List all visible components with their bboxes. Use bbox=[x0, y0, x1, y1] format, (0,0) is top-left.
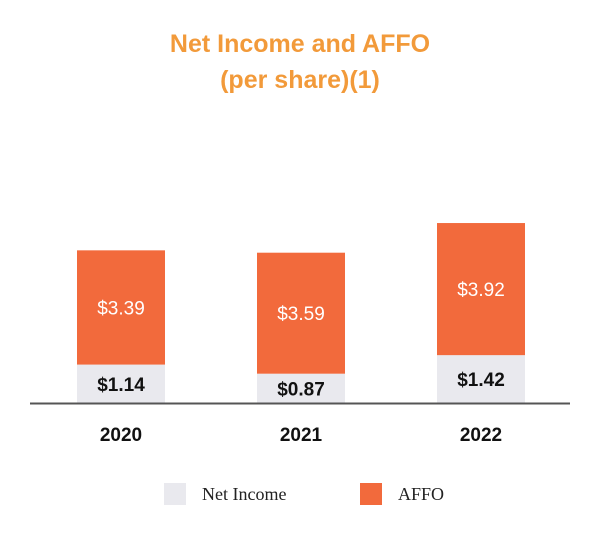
data-label-net-income-2021: $0.87 bbox=[277, 379, 325, 400]
data-label-affo-2022: $3.92 bbox=[457, 280, 505, 301]
x-tick-label-2020: 2020 bbox=[100, 425, 142, 446]
bar-net-income-2021 bbox=[257, 373, 345, 403]
x-tick-label-2022: 2022 bbox=[460, 425, 502, 446]
data-label-net-income-2020: $1.14 bbox=[97, 375, 145, 396]
data-label-affo-2020: $3.39 bbox=[97, 298, 145, 319]
bar-affo-2021 bbox=[257, 252, 345, 374]
data-label-net-income-2022: $1.42 bbox=[457, 370, 505, 391]
bar-affo-2022 bbox=[437, 223, 525, 356]
chart-title: Net Income and AFFO bbox=[169, 30, 431, 58]
legend-swatch-affo bbox=[360, 483, 382, 505]
legend-label-net-income: Net Income bbox=[202, 484, 287, 504]
x-tick-label-2021: 2021 bbox=[280, 425, 323, 446]
chart-subtitle: (per share)(1) bbox=[220, 66, 380, 94]
legend-swatch-net-income bbox=[164, 483, 186, 505]
data-label-affo-2021: $3.59 bbox=[277, 304, 325, 325]
bar-net-income-2020 bbox=[77, 364, 165, 403]
bar-net-income-2022 bbox=[437, 355, 525, 403]
legend-label-affo: AFFO bbox=[398, 484, 445, 504]
bar-affo-2020 bbox=[77, 250, 165, 365]
